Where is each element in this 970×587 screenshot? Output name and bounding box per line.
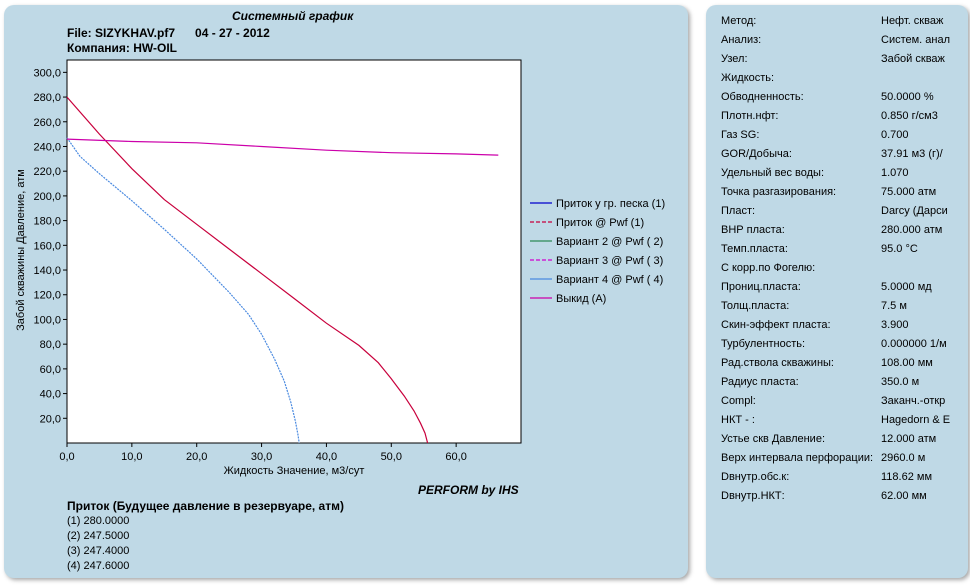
- property-value: 3.900: [881, 319, 909, 331]
- property-value: 2960.0 м: [881, 452, 926, 464]
- inflow-row: (3) 247.4000: [67, 545, 130, 557]
- property-label: Радиус пласта:: [721, 376, 799, 388]
- property-label: Жидкость:: [721, 72, 775, 84]
- property-value: Заканч.-откр: [881, 395, 946, 407]
- inflow-row: (1) 280.0000: [67, 515, 130, 527]
- x-tick-label: 10,0: [121, 451, 142, 463]
- property-label: НКТ - :: [721, 414, 755, 426]
- inflow-title: Приток (Будущее давление в резервуаре, а…: [67, 499, 344, 513]
- property-value: 0.000000 1/м: [881, 338, 947, 350]
- y-axis-label: Забой скважины Давление, атм: [15, 169, 27, 331]
- property-value: 118.62 мм: [881, 471, 933, 483]
- property-value: 0.850 г/см3: [881, 110, 938, 122]
- legend-label-1: Приток у гр. песка (1): [556, 198, 665, 210]
- property-label: Толщ.пласта:: [721, 300, 790, 312]
- property-value: Забой скваж: [881, 53, 945, 65]
- legend-label-5: Вариант 4 @ Pwf ( 4): [556, 274, 663, 286]
- file-info: File: SIZYKHAV.pf7 04 - 27 - 2012: [67, 26, 270, 40]
- y-tick-label: 40,0: [40, 389, 61, 401]
- x-tick-label: 20,0: [186, 451, 207, 463]
- property-value: 5.0000 мд: [881, 281, 932, 293]
- property-label: Удельный вес воды:: [721, 167, 825, 179]
- y-tick-label: 140,0: [33, 265, 61, 277]
- property-value: 62.00 мм: [881, 490, 927, 502]
- inflow-row: (4) 247.6000: [67, 560, 130, 572]
- property-label: Устье скв Давление:: [721, 433, 825, 445]
- y-tick-label: 100,0: [33, 314, 61, 326]
- legend-label-4: Вариант 3 @ Pwf ( 3): [556, 255, 663, 267]
- y-tick-label: 20,0: [40, 413, 61, 425]
- property-label: Газ SG:: [721, 129, 760, 141]
- property-value: 280.000 атм: [881, 224, 943, 236]
- property-label: Скин-эффект пласта:: [721, 319, 831, 331]
- property-value: 12.000 атм: [881, 433, 937, 445]
- x-tick-label: 30,0: [251, 451, 272, 463]
- property-label: Метод:: [721, 15, 757, 27]
- property-label: Обводненность:: [721, 91, 804, 103]
- property-label: Прониц.пласта:: [721, 281, 801, 293]
- property-label: ВНР пласта:: [721, 224, 785, 236]
- y-tick-label: 260,0: [33, 117, 61, 129]
- plot-area: [66, 59, 522, 444]
- series-line-2: [66, 96, 429, 444]
- legend-label-3: Вариант 2 @ Pwf ( 2): [556, 236, 663, 248]
- property-label: Плотн.нфт:: [721, 110, 779, 122]
- chart-title: Системный график: [232, 9, 354, 23]
- y-tick-label: 200,0: [33, 191, 61, 203]
- property-label: Dвнутр.обс.к:: [721, 471, 790, 483]
- property-label: Compl:: [721, 395, 756, 407]
- legend-label-6: Выкид (A): [556, 293, 606, 305]
- y-tick-label: 60,0: [40, 364, 61, 376]
- series-line-6: [66, 138, 499, 156]
- property-value: Систем. анал: [881, 34, 951, 46]
- inflow-row: (2) 247.5000: [67, 530, 130, 542]
- x-tick-label: 50,0: [381, 451, 402, 463]
- property-label: Рад.ствола скважины:: [721, 357, 834, 369]
- property-value: 50.0000 %: [881, 91, 934, 103]
- series-line-5: [66, 137, 300, 444]
- property-value: 350.0 м: [881, 376, 920, 388]
- property-value: Darcy (Дарси: [881, 205, 948, 217]
- properties-panel: [706, 5, 968, 578]
- x-tick-label: 40,0: [316, 451, 337, 463]
- y-tick-label: 80,0: [40, 339, 61, 351]
- property-value: 1.070: [881, 167, 909, 179]
- property-value: Нефт. скваж: [881, 15, 944, 27]
- property-label: Темп.пласта:: [721, 243, 788, 255]
- property-value: 37.91 м3 (г)/: [881, 148, 943, 160]
- brand-label: PERFORM by IHS: [418, 483, 519, 497]
- y-tick-label: 220,0: [33, 166, 61, 178]
- property-label: GOR/Добыча:: [721, 148, 792, 160]
- property-label: Точка разгазирования:: [721, 186, 837, 198]
- property-label: Верх интервала перфорации:: [721, 452, 874, 464]
- property-label: Dвнутр.НКТ:: [721, 490, 785, 502]
- property-label: С корр.по Фогелю:: [721, 262, 816, 274]
- y-tick-label: 240,0: [33, 141, 61, 153]
- y-tick-label: 300,0: [33, 67, 61, 79]
- property-value: 0.700: [881, 129, 909, 141]
- legend-label-2: Приток @ Pwf (1): [556, 217, 644, 229]
- y-tick-label: 120,0: [33, 290, 61, 302]
- x-tick-label: 60,0: [445, 451, 466, 463]
- company-info: Компания: HW-OIL: [67, 41, 177, 55]
- property-label: Турбулентность:: [721, 338, 806, 350]
- property-value: 7.5 м: [881, 300, 907, 312]
- property-value: 108.00 мм: [881, 357, 933, 369]
- property-label: Анализ:: [721, 34, 762, 46]
- property-value: Hagedorn & E: [881, 414, 951, 426]
- property-value: 95.0 °C: [881, 243, 918, 255]
- property-label: Пласт:: [721, 205, 756, 217]
- property-value: 75.000 атм: [881, 186, 937, 198]
- property-label: Узел:: [721, 53, 748, 65]
- y-tick-label: 180,0: [33, 216, 61, 228]
- x-axis-label: Жидкость Значение, м3/сут: [224, 465, 365, 477]
- y-tick-label: 160,0: [33, 240, 61, 252]
- x-tick-label: 0,0: [59, 451, 74, 463]
- y-tick-label: 280,0: [33, 92, 61, 104]
